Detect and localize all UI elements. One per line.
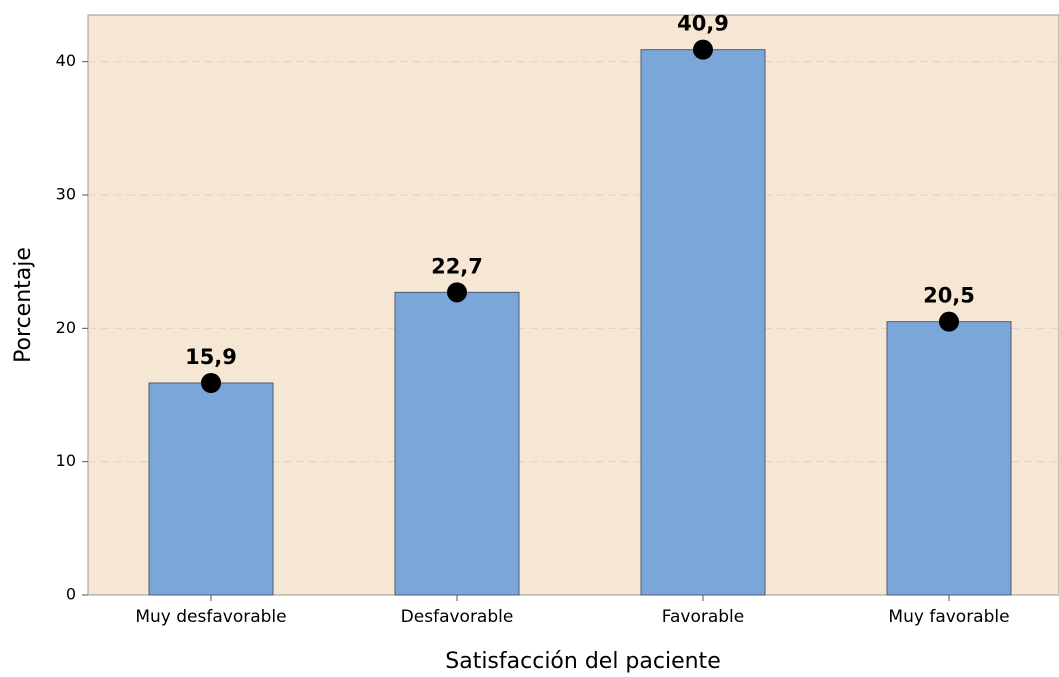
- y-tick-label: 30: [56, 185, 76, 204]
- value-label: 15,9: [185, 345, 237, 369]
- value-label: 22,7: [431, 254, 483, 278]
- bar: [394, 291, 520, 596]
- x-tick-label: Desfavorable: [401, 607, 514, 627]
- x-axis-title: Satisfacción del paciente: [445, 649, 720, 674]
- y-tick-label: 40: [56, 51, 76, 70]
- bar: [886, 321, 1012, 596]
- point-marker: [939, 311, 959, 332]
- value-label: 40,9: [677, 12, 729, 36]
- y-tick-label: 0: [66, 585, 76, 604]
- y-tick-label: 20: [56, 318, 76, 337]
- point-marker: [201, 373, 221, 393]
- point-marker: [693, 39, 713, 60]
- point-marker: [447, 282, 467, 303]
- x-tick-label: Muy desfavorable: [135, 607, 286, 627]
- value-label: 20,5: [923, 284, 975, 308]
- y-axis-title: Porcentaje: [11, 247, 36, 363]
- x-tick-label: Favorable: [662, 607, 744, 627]
- bar: [640, 49, 766, 596]
- bar: [148, 382, 274, 596]
- x-tick-label: Muy favorable: [888, 607, 1009, 627]
- y-tick-label: 10: [56, 451, 76, 470]
